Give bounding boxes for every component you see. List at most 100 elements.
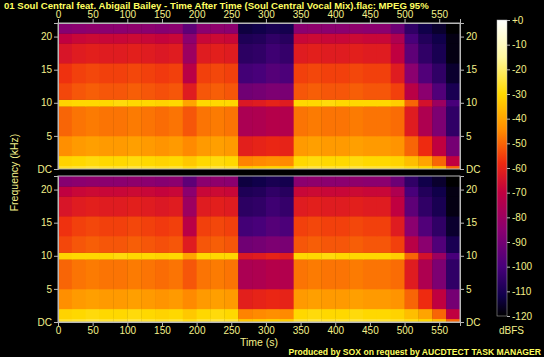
cell	[183, 99, 197, 106]
tick: 10	[41, 250, 58, 261]
y-axis-left: DC5101520	[38, 24, 59, 175]
cell	[238, 23, 252, 34]
cell	[58, 259, 72, 289]
cell	[363, 136, 377, 156]
tick: 15	[41, 64, 58, 75]
cell	[335, 33, 349, 43]
cell	[197, 289, 211, 309]
cell	[377, 176, 391, 187]
tick-label: 200	[189, 325, 206, 336]
cell	[294, 196, 308, 216]
cell	[280, 186, 294, 196]
cell	[418, 176, 432, 187]
cell	[224, 156, 238, 166]
cell	[86, 43, 100, 63]
cell	[432, 216, 446, 236]
tick: 5	[46, 131, 58, 142]
cell	[224, 23, 238, 34]
tick: -60	[507, 163, 527, 174]
cell	[418, 156, 432, 166]
cell	[294, 176, 308, 187]
cell	[335, 186, 349, 196]
cell	[113, 259, 127, 289]
cell	[183, 136, 197, 156]
cell	[141, 252, 155, 259]
tick-label: -80	[512, 212, 527, 223]
cell	[183, 176, 197, 187]
cell	[349, 99, 363, 106]
cell	[266, 43, 280, 63]
axis-line	[54, 24, 59, 170]
cell	[141, 33, 155, 43]
tick: -80	[507, 212, 527, 223]
tick-mark	[460, 37, 464, 38]
cell	[418, 289, 432, 309]
cell	[280, 216, 294, 236]
axis-line	[461, 24, 465, 170]
cell	[224, 186, 238, 196]
cell	[86, 83, 100, 100]
cell	[391, 289, 405, 309]
tick: 200	[189, 9, 206, 23]
cell	[432, 309, 446, 319]
cell	[224, 196, 238, 216]
cell	[391, 216, 405, 236]
cell	[127, 43, 141, 63]
tick-mark	[54, 37, 58, 38]
cell	[349, 216, 363, 236]
cell	[113, 289, 127, 309]
tick-label: 5	[466, 131, 472, 142]
cell	[86, 176, 100, 187]
cell	[280, 236, 294, 253]
cell	[210, 83, 224, 100]
cell	[72, 156, 86, 166]
cell	[127, 33, 141, 43]
tick-mark	[507, 267, 510, 268]
tick: 300	[258, 322, 275, 336]
cell	[72, 106, 86, 136]
cell	[197, 186, 211, 196]
cell	[391, 196, 405, 216]
cell	[252, 196, 266, 216]
cell	[183, 289, 197, 309]
cell	[266, 309, 280, 319]
cell	[418, 259, 432, 289]
cell	[210, 156, 224, 166]
cell	[169, 309, 183, 319]
cell	[349, 63, 363, 83]
cell	[446, 63, 460, 83]
cell	[391, 176, 405, 187]
tick: -30	[507, 89, 527, 100]
tick-mark	[507, 45, 510, 46]
cell	[72, 43, 86, 63]
cell	[238, 83, 252, 100]
cell	[266, 33, 280, 43]
cell	[238, 309, 252, 319]
cell	[197, 309, 211, 319]
cell	[86, 309, 100, 319]
chart: 01 Soul Central feat. Abigail Bailey - T…	[0, 0, 544, 357]
cell	[141, 83, 155, 100]
cell	[127, 309, 141, 319]
cell	[86, 33, 100, 43]
cell	[432, 106, 446, 136]
cell	[446, 236, 460, 253]
cell	[183, 186, 197, 196]
cell	[58, 309, 72, 319]
tick: -10	[507, 39, 527, 50]
cell	[127, 156, 141, 166]
cell	[183, 106, 197, 136]
cell	[224, 106, 238, 136]
tick-label: 50	[88, 325, 100, 336]
cell	[72, 236, 86, 253]
cell	[418, 136, 432, 156]
tick-label: -40	[512, 113, 527, 124]
tick-mark	[460, 169, 464, 170]
tick-label: -10	[512, 39, 527, 50]
cell	[391, 259, 405, 289]
cell	[141, 43, 155, 63]
cell	[391, 83, 405, 100]
tick: +0	[507, 15, 524, 26]
cell	[363, 43, 377, 63]
cell	[363, 289, 377, 309]
